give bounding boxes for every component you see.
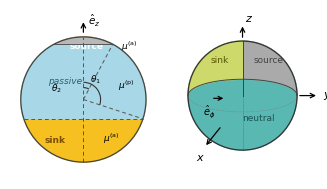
Text: $\hat{e}_\phi$: $\hat{e}_\phi$ — [202, 104, 215, 120]
Text: $\mu^{(\mathrm{a})}$: $\mu^{(\mathrm{a})}$ — [121, 39, 137, 53]
Text: $y$: $y$ — [323, 90, 327, 102]
Text: neutral: neutral — [243, 114, 275, 123]
Polygon shape — [54, 37, 113, 44]
Circle shape — [21, 37, 146, 162]
Text: source: source — [70, 43, 104, 51]
Text: $\mu^{(\mathrm{p})}$: $\mu^{(\mathrm{p})}$ — [118, 79, 134, 93]
Text: source: source — [254, 56, 284, 65]
Text: $\mu^{(\mathrm{a})}$: $\mu^{(\mathrm{a})}$ — [103, 131, 120, 146]
Text: $\theta_2$: $\theta_2$ — [51, 83, 62, 95]
Text: $x$: $x$ — [196, 153, 204, 163]
Text: sink: sink — [211, 56, 229, 65]
Text: $\hat{e}_z$: $\hat{e}_z$ — [88, 13, 100, 29]
Text: sink: sink — [45, 136, 66, 145]
Polygon shape — [188, 41, 243, 96]
Polygon shape — [243, 41, 297, 96]
Polygon shape — [21, 44, 146, 119]
Text: $\theta_1$: $\theta_1$ — [90, 74, 101, 86]
Text: passive: passive — [47, 77, 82, 87]
Text: $z$: $z$ — [245, 14, 253, 24]
Circle shape — [188, 41, 297, 150]
